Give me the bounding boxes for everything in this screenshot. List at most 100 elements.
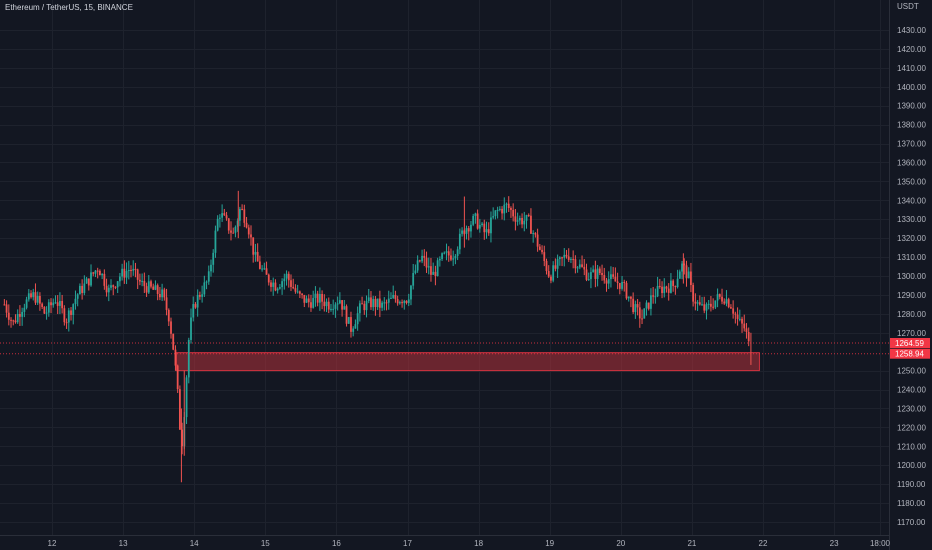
candle-body bbox=[61, 301, 64, 309]
candle-body bbox=[725, 299, 728, 304]
candle-body bbox=[158, 293, 161, 298]
candle-body bbox=[278, 287, 281, 289]
candle-body bbox=[683, 263, 686, 266]
candle-body bbox=[330, 308, 332, 310]
price-tick-label: 1190.00 bbox=[897, 480, 926, 489]
price-tag-label: 1264.59 bbox=[895, 339, 924, 348]
candle-body bbox=[396, 299, 399, 304]
candle-body bbox=[698, 302, 701, 305]
candle-body bbox=[298, 291, 301, 294]
candle-body bbox=[276, 288, 279, 291]
candle-body bbox=[143, 280, 146, 287]
candle-body bbox=[325, 301, 328, 307]
candle-body bbox=[47, 302, 50, 313]
candle-body bbox=[603, 275, 606, 281]
candle-body bbox=[630, 296, 632, 299]
candle-body bbox=[741, 318, 743, 324]
candle-body bbox=[92, 272, 95, 274]
candle-body bbox=[514, 216, 517, 222]
candle-body bbox=[316, 293, 319, 303]
candle-body bbox=[585, 269, 588, 280]
candle-body bbox=[392, 294, 395, 298]
candle-body bbox=[625, 282, 628, 299]
candle-body bbox=[290, 280, 292, 287]
candle-body bbox=[627, 296, 630, 299]
candle-body bbox=[501, 208, 503, 214]
candle-body bbox=[403, 300, 406, 304]
candle-body bbox=[376, 298, 379, 308]
candle-body bbox=[354, 324, 357, 329]
candle-body bbox=[56, 302, 59, 306]
candle-body bbox=[327, 301, 330, 310]
price-tick-label: 1220.00 bbox=[897, 423, 926, 432]
candle-body bbox=[734, 313, 737, 315]
candle-body bbox=[614, 276, 617, 282]
candle-body bbox=[181, 429, 184, 447]
time-axis[interactable]: 12 13 14 15 16 17 18 19 20 21 22 23 18:00 bbox=[48, 539, 891, 548]
candle-body bbox=[343, 306, 346, 310]
candle-body bbox=[572, 258, 575, 260]
candle-body bbox=[3, 304, 6, 306]
candle-body bbox=[19, 313, 21, 317]
candle-body bbox=[123, 268, 126, 278]
candle-body bbox=[258, 261, 261, 269]
candle-body bbox=[39, 295, 41, 304]
candle-body bbox=[647, 302, 650, 309]
candle-body bbox=[274, 282, 277, 291]
candle-body bbox=[605, 280, 608, 284]
candle-body bbox=[398, 302, 401, 304]
candle-body bbox=[214, 230, 217, 253]
price-axis[interactable]: 1430.00 1420.00 1410.00 1400.00 1390.00 1380.… bbox=[897, 26, 926, 527]
candle-body bbox=[21, 311, 24, 317]
candle-body bbox=[194, 304, 197, 308]
candle-body bbox=[476, 213, 479, 229]
price-tick-label: 1290.00 bbox=[897, 291, 926, 300]
candle-body bbox=[530, 215, 532, 234]
candle-body bbox=[192, 304, 195, 318]
candle-body bbox=[378, 298, 381, 308]
candle-body bbox=[74, 298, 77, 305]
candle-body bbox=[130, 269, 132, 271]
price-tick-label: 1420.00 bbox=[897, 45, 926, 54]
candle-body bbox=[576, 267, 579, 269]
price-tag-label: 1258.94 bbox=[895, 350, 924, 359]
candle-body bbox=[583, 266, 586, 270]
candle-body bbox=[547, 271, 550, 277]
candle-body bbox=[176, 365, 179, 390]
candle-body bbox=[83, 283, 86, 293]
candle-body bbox=[190, 317, 192, 340]
candle-body bbox=[632, 298, 635, 313]
price-tick-label: 1230.00 bbox=[897, 404, 926, 413]
candle-body bbox=[387, 298, 390, 303]
candle-body bbox=[85, 278, 88, 284]
candle-body bbox=[283, 278, 286, 282]
candle-body bbox=[136, 269, 139, 280]
candle-body bbox=[119, 276, 121, 282]
candle-body bbox=[485, 229, 488, 233]
candle-body bbox=[7, 312, 10, 320]
candle-body bbox=[465, 228, 468, 234]
candle-body bbox=[578, 264, 581, 268]
candle-body bbox=[187, 339, 190, 378]
candle-body bbox=[458, 233, 461, 250]
candle-body bbox=[574, 259, 577, 269]
candle-body bbox=[227, 218, 230, 231]
candle-body bbox=[481, 223, 483, 225]
candle-body bbox=[703, 304, 706, 311]
candle-body bbox=[432, 271, 435, 275]
support-zone bbox=[175, 352, 760, 372]
candle-body bbox=[645, 302, 648, 309]
candle-body bbox=[610, 274, 612, 280]
candle-body bbox=[165, 297, 168, 310]
candle-body bbox=[345, 306, 348, 324]
candle-body bbox=[312, 297, 315, 308]
candle-body bbox=[303, 294, 306, 303]
candle-body bbox=[443, 252, 446, 254]
candle-body bbox=[30, 293, 32, 298]
candle-body bbox=[218, 217, 221, 219]
candle-body bbox=[127, 269, 130, 272]
candle-body bbox=[223, 213, 226, 216]
candle-body bbox=[301, 293, 303, 295]
candle-body bbox=[90, 272, 92, 286]
